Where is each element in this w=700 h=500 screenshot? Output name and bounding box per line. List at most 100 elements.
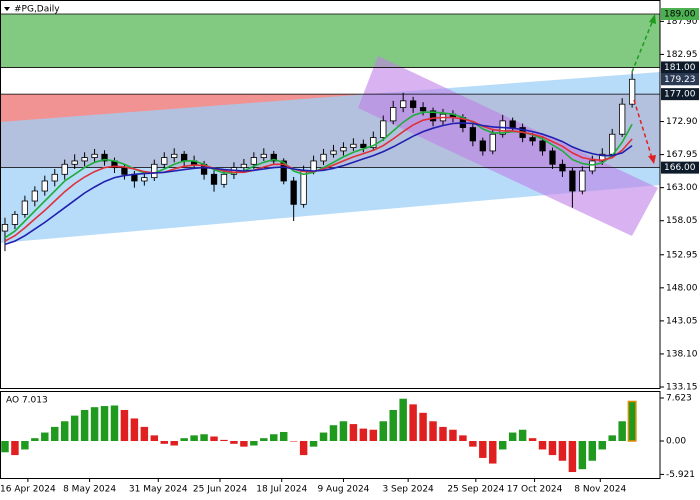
ao-bar — [349, 424, 358, 442]
ao-bar — [31, 438, 39, 442]
ao-y-tick-label: 7.623 — [666, 394, 692, 404]
ao-bar — [439, 426, 447, 442]
ao-bar — [270, 434, 278, 442]
ao-bar — [150, 435, 159, 442]
down-arrowhead — [648, 155, 656, 164]
current-price-label: 179.23 — [664, 75, 696, 85]
candle-body — [31, 190, 38, 202]
ao-bar — [21, 441, 29, 450]
ao-bar — [379, 421, 387, 442]
ao-bar — [200, 434, 208, 442]
ao-title: AO 7.013 — [6, 396, 48, 406]
y-tick-label: 143.05 — [666, 316, 698, 326]
candle-body — [300, 170, 307, 205]
ao-bar — [558, 441, 567, 461]
candle-body — [121, 167, 128, 175]
ao-bar — [41, 432, 49, 442]
candle-body — [310, 160, 317, 172]
y-tick-label: 167.95 — [666, 150, 698, 160]
candle-body — [101, 153, 108, 162]
y-tick-label: 138.10 — [666, 349, 698, 359]
candle-body — [380, 120, 387, 138]
level-label-box — [661, 61, 699, 74]
ao-bar — [299, 441, 308, 456]
main-frame — [0, 0, 661, 389]
ao-bar — [518, 429, 527, 442]
candle-body — [151, 163, 158, 179]
candle-body — [509, 120, 516, 128]
x-tick-label: 31 May 2024 — [129, 485, 188, 495]
ao-bar — [528, 438, 537, 442]
ao-bar — [319, 432, 328, 442]
ao-bar — [180, 438, 188, 442]
ao-bar — [538, 441, 547, 450]
y-tick-label: 152.95 — [666, 250, 698, 260]
level-label-box — [661, 8, 699, 21]
ao-bar — [429, 421, 437, 442]
ao-bar — [90, 407, 99, 442]
ao-bar — [489, 441, 497, 464]
x-tick-label: 18 Jul 2024 — [256, 485, 307, 495]
y-tick-label: 148.00 — [666, 283, 698, 293]
candle-body — [260, 153, 267, 159]
ao-bar — [588, 441, 597, 461]
candle-body — [1, 223, 9, 232]
menu-triangle[interactable] — [4, 7, 10, 11]
ao-bar — [230, 441, 238, 444]
ao-bar — [469, 441, 477, 447]
level-label: 189.00 — [664, 10, 696, 20]
ao-bar — [160, 441, 168, 444]
candle-body — [51, 173, 58, 182]
candle-body — [589, 160, 596, 172]
x-tick-label: 25 Jun 2024 — [193, 485, 247, 495]
ao-bar — [51, 426, 59, 442]
ao-bar — [289, 441, 298, 442]
ao-bar — [578, 441, 587, 470]
candle-body — [171, 153, 178, 159]
candle-body — [429, 110, 437, 122]
candle-body — [220, 173, 228, 185]
ao-bar — [250, 441, 258, 446]
ao-bar — [419, 412, 427, 442]
ao-bar — [359, 428, 368, 442]
ao-bar — [140, 426, 149, 442]
candle-body — [71, 160, 78, 165]
candle-body — [340, 147, 347, 152]
ao-bar — [548, 441, 557, 456]
candle-body — [181, 153, 188, 162]
ao-bar — [110, 405, 119, 442]
ao-bar — [618, 421, 626, 442]
ao-bar — [190, 435, 198, 442]
candle-body — [628, 78, 636, 105]
y-tick-label: 158.05 — [666, 216, 698, 226]
ao-bar — [339, 421, 348, 442]
ao-bar — [260, 438, 268, 442]
candle-body — [489, 133, 496, 152]
ao-bar — [459, 435, 467, 442]
x-tick-label: 9 Aug 2024 — [317, 485, 369, 495]
candle-body — [619, 103, 626, 135]
candle-body — [400, 100, 407, 108]
ao-bar — [279, 431, 288, 442]
ao-bar — [389, 409, 397, 442]
candle-body — [469, 127, 476, 142]
ao-bar — [369, 429, 378, 442]
ao-bar — [608, 435, 616, 442]
candle-body — [11, 213, 19, 225]
x-tick-label: 16 Apr 2024 — [0, 485, 56, 495]
candle-body — [240, 163, 248, 169]
candle-body — [250, 157, 257, 165]
candle-body — [360, 143, 367, 148]
ao-bar — [309, 441, 318, 447]
candle-body — [91, 153, 98, 159]
ao-bar — [70, 415, 79, 442]
candle-body — [280, 160, 287, 182]
ao-bar — [210, 436, 218, 442]
ao-bar — [568, 441, 577, 473]
candle-body — [350, 143, 357, 148]
y-tick-label: 163.00 — [666, 183, 698, 193]
candle-body — [609, 133, 616, 155]
ao-bar — [498, 441, 507, 450]
candle-body — [21, 200, 29, 215]
